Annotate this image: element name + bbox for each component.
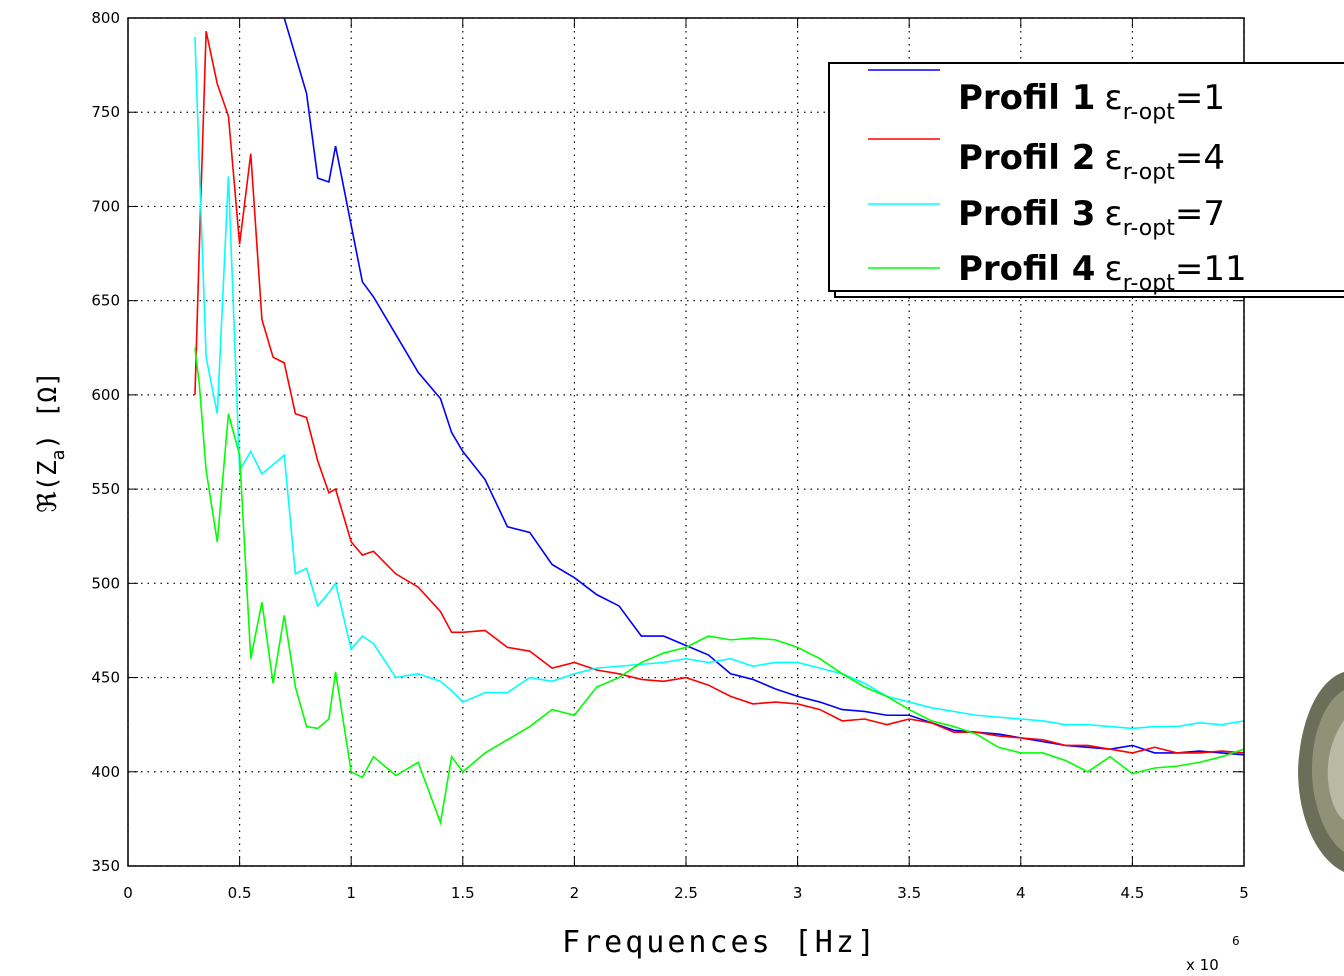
legend-entry: Profil 1 εr-opt=1 [958, 78, 1225, 125]
x-tick-label: 4.5 [1120, 884, 1144, 902]
y-axis-label-tail: ) [Ω] [33, 371, 63, 449]
legend-sub: r-opt [1123, 160, 1175, 185]
x-tick-label: 0.5 [228, 884, 252, 902]
x-tick-label: 1 [346, 884, 356, 902]
y-tick-label: 800 [91, 9, 120, 27]
x-multiplier: x 10 [1186, 956, 1219, 974]
y-tick-label: 500 [91, 574, 120, 592]
legend-value: =7 [1175, 194, 1225, 234]
y-tick-label: 550 [91, 480, 120, 498]
y-tick-label: 600 [91, 386, 120, 404]
legend-symbol: ε [1104, 78, 1122, 118]
x-tick-label: 5 [1239, 884, 1249, 902]
photo-fragment [1298, 672, 1344, 872]
x-tick-label: 3 [793, 884, 803, 902]
legend-entry: Profil 3 εr-opt=7 [958, 194, 1225, 241]
legend-entry: Profil 2 εr-opt=4 [958, 138, 1225, 185]
series-line [194, 36, 1244, 730]
x-tick-label: 1.5 [451, 884, 475, 902]
series-line [194, 31, 1244, 754]
legend-value: =11 [1175, 249, 1247, 289]
lines [194, 18, 1244, 826]
legend-sub: r-opt [1123, 271, 1175, 296]
legend-symbol: ε [1104, 194, 1122, 234]
y-axis-label-sub: a [48, 449, 69, 460]
x-tick-label: 2.5 [674, 884, 698, 902]
legend-name: Profil 4 [958, 249, 1095, 289]
ticks: 350 400 450 500 550 600 650 700 750 800 0 0.5 1 1.5 2 2… [91, 9, 1248, 902]
x-tick-label: 2 [570, 884, 580, 902]
legend-entry: Profil 4 εr-opt=11 [958, 249, 1247, 296]
legend-symbol: ε [1104, 249, 1122, 289]
y-tick-label: 350 [91, 857, 120, 875]
legend-sub: r-opt [1123, 100, 1175, 125]
legend-name: Profil 3 [958, 194, 1095, 234]
legend-name: Profil 2 [958, 138, 1095, 178]
series-line [194, 347, 1244, 826]
y-tick-label: 450 [91, 669, 120, 687]
legend-name: Profil 1 [958, 78, 1095, 118]
legend-value: =4 [1175, 138, 1225, 178]
x-tick-label: 0 [123, 884, 133, 902]
x-tick-label: 3.5 [897, 884, 921, 902]
y-axis-label: ℜ(Za) [Ω] [33, 371, 69, 513]
legend-value: =1 [1175, 78, 1225, 118]
legend-symbol: ε [1104, 138, 1122, 178]
x-tick-label: 4 [1016, 884, 1026, 902]
x-axis-label: Frequences [Hz] [562, 925, 878, 960]
y-tick-label: 400 [91, 763, 120, 781]
x-multiplier-exponent: 6 [1232, 934, 1240, 948]
legend-box [828, 62, 1344, 292]
y-tick-label: 650 [91, 292, 120, 310]
legend-sub: r-opt [1123, 216, 1175, 241]
y-tick-label: 750 [91, 103, 120, 121]
y-tick-label: 700 [91, 197, 120, 215]
y-axis-label-main: ℜ(Z [33, 460, 63, 512]
